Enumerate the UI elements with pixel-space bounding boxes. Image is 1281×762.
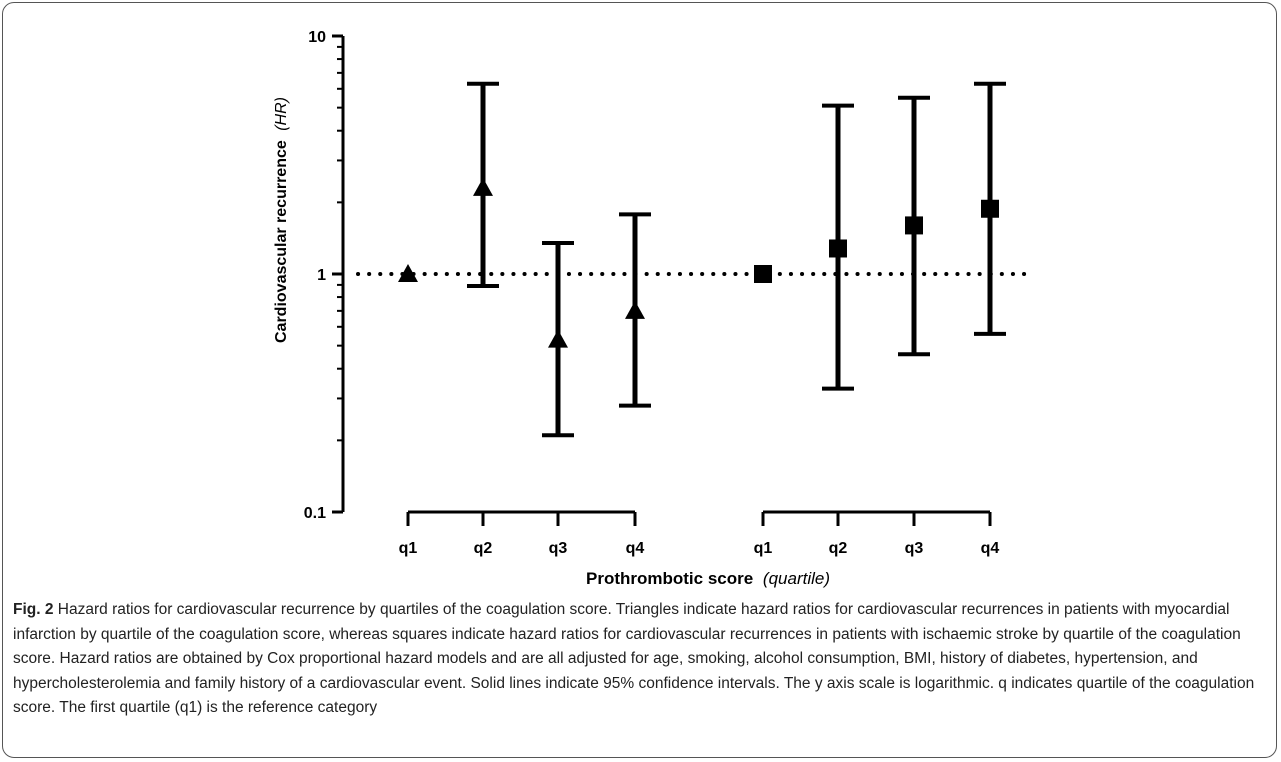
square-marker — [754, 265, 772, 283]
y-tick-label: 1 — [317, 267, 326, 284]
x-tick-label: q2 — [829, 540, 848, 557]
chart-marks — [398, 81, 1006, 438]
x-tick-label: q4 — [626, 540, 645, 557]
x-tick-label: q3 — [549, 540, 568, 557]
caption-text: Hazard ratios for cardiovascular recurre… — [13, 601, 1255, 716]
y-tick-label: 0.1 — [304, 505, 326, 522]
x-tick-label: q1 — [399, 540, 418, 557]
x-axis-label-main: Prothrombotic score — [586, 569, 753, 588]
x-axis-label-unit: (quartile) — [763, 569, 830, 588]
x-tick-label: q1 — [754, 540, 773, 557]
triangle-marker — [548, 329, 568, 348]
triangle-marker — [473, 177, 493, 196]
y-tick-label: 10 — [308, 29, 326, 46]
x-tick-label: q4 — [981, 540, 1000, 557]
figure-label: Fig. 2 — [13, 601, 54, 618]
y-axis-label: Cardiovascular recurrence (HR) — [273, 97, 290, 343]
square-marker — [981, 199, 999, 218]
x-tick-label: q3 — [905, 540, 924, 557]
y-axis-label-main: Cardiovascular recurrence — [273, 140, 290, 343]
triangle-marker — [625, 300, 645, 319]
y-axis-label-unit: (HR) — [273, 97, 290, 131]
chart-axes: 0.1 1 10 q1 q2 q3 q4 q1 q2 q3 q4 — [304, 29, 1000, 557]
triangle-marker — [398, 264, 418, 282]
square-marker — [905, 216, 923, 235]
x-tick-label: q2 — [474, 540, 493, 557]
x-axis-label: Prothrombotic score (quartile) — [586, 569, 830, 588]
hazard-ratio-chart: 0.1 1 10 q1 q2 q3 q4 q1 q2 q3 q4 Cardiovascular re… — [273, 29, 1032, 588]
square-marker — [829, 239, 847, 258]
figure-caption: Fig. 2 Hazard ratios for cardiovascular … — [13, 598, 1263, 721]
